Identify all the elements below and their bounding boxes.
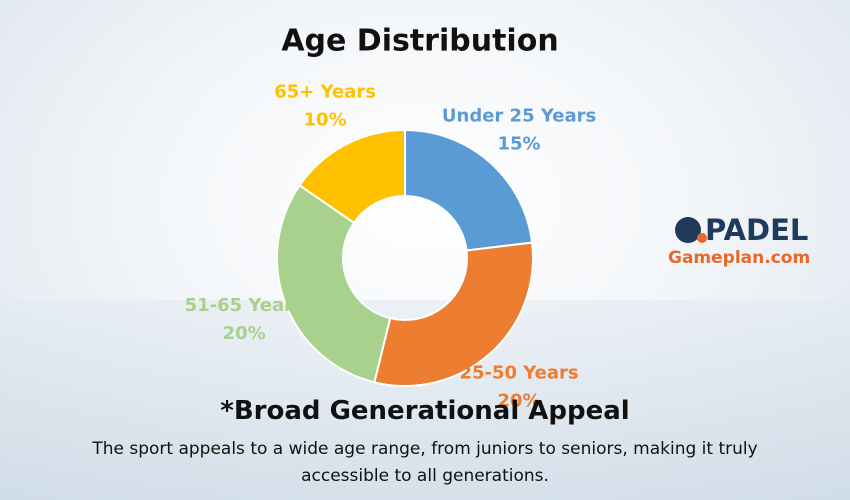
category-label: 25-50 Years <box>459 363 578 384</box>
value-label: 20% <box>223 323 266 344</box>
value-label: 15% <box>498 133 541 154</box>
chart-title: Age Distribution <box>281 24 558 59</box>
value-label: 10% <box>304 110 347 131</box>
note-heading: *Broad Generational Appeal <box>220 396 630 426</box>
category-label: Under 25 Years <box>442 105 596 126</box>
slice <box>298 128 406 225</box>
slice <box>404 128 534 252</box>
slice-label: 65+ Years 10% <box>274 82 376 131</box>
value-label: 20% <box>498 391 541 412</box>
category-label: 51-65 Years <box>185 295 304 316</box>
logo-icon <box>675 217 701 243</box>
logo-site: Gameplan.com <box>668 248 810 268</box>
slice <box>373 241 534 387</box>
slice-label: 25-50 Years 20% <box>459 363 578 412</box>
category-label: 65+ Years <box>274 82 376 103</box>
logo: PADEL Gameplan.com <box>668 213 810 268</box>
logo-brand: PADEL <box>705 213 808 247</box>
note-text: The sport appeals to a wide age range, f… <box>92 439 758 486</box>
slice <box>276 183 392 384</box>
slice-label: 51-65 Years 20% <box>185 295 304 344</box>
slice-label: Under 25 Years 15% <box>442 105 596 154</box>
logo-ball <box>697 233 707 243</box>
